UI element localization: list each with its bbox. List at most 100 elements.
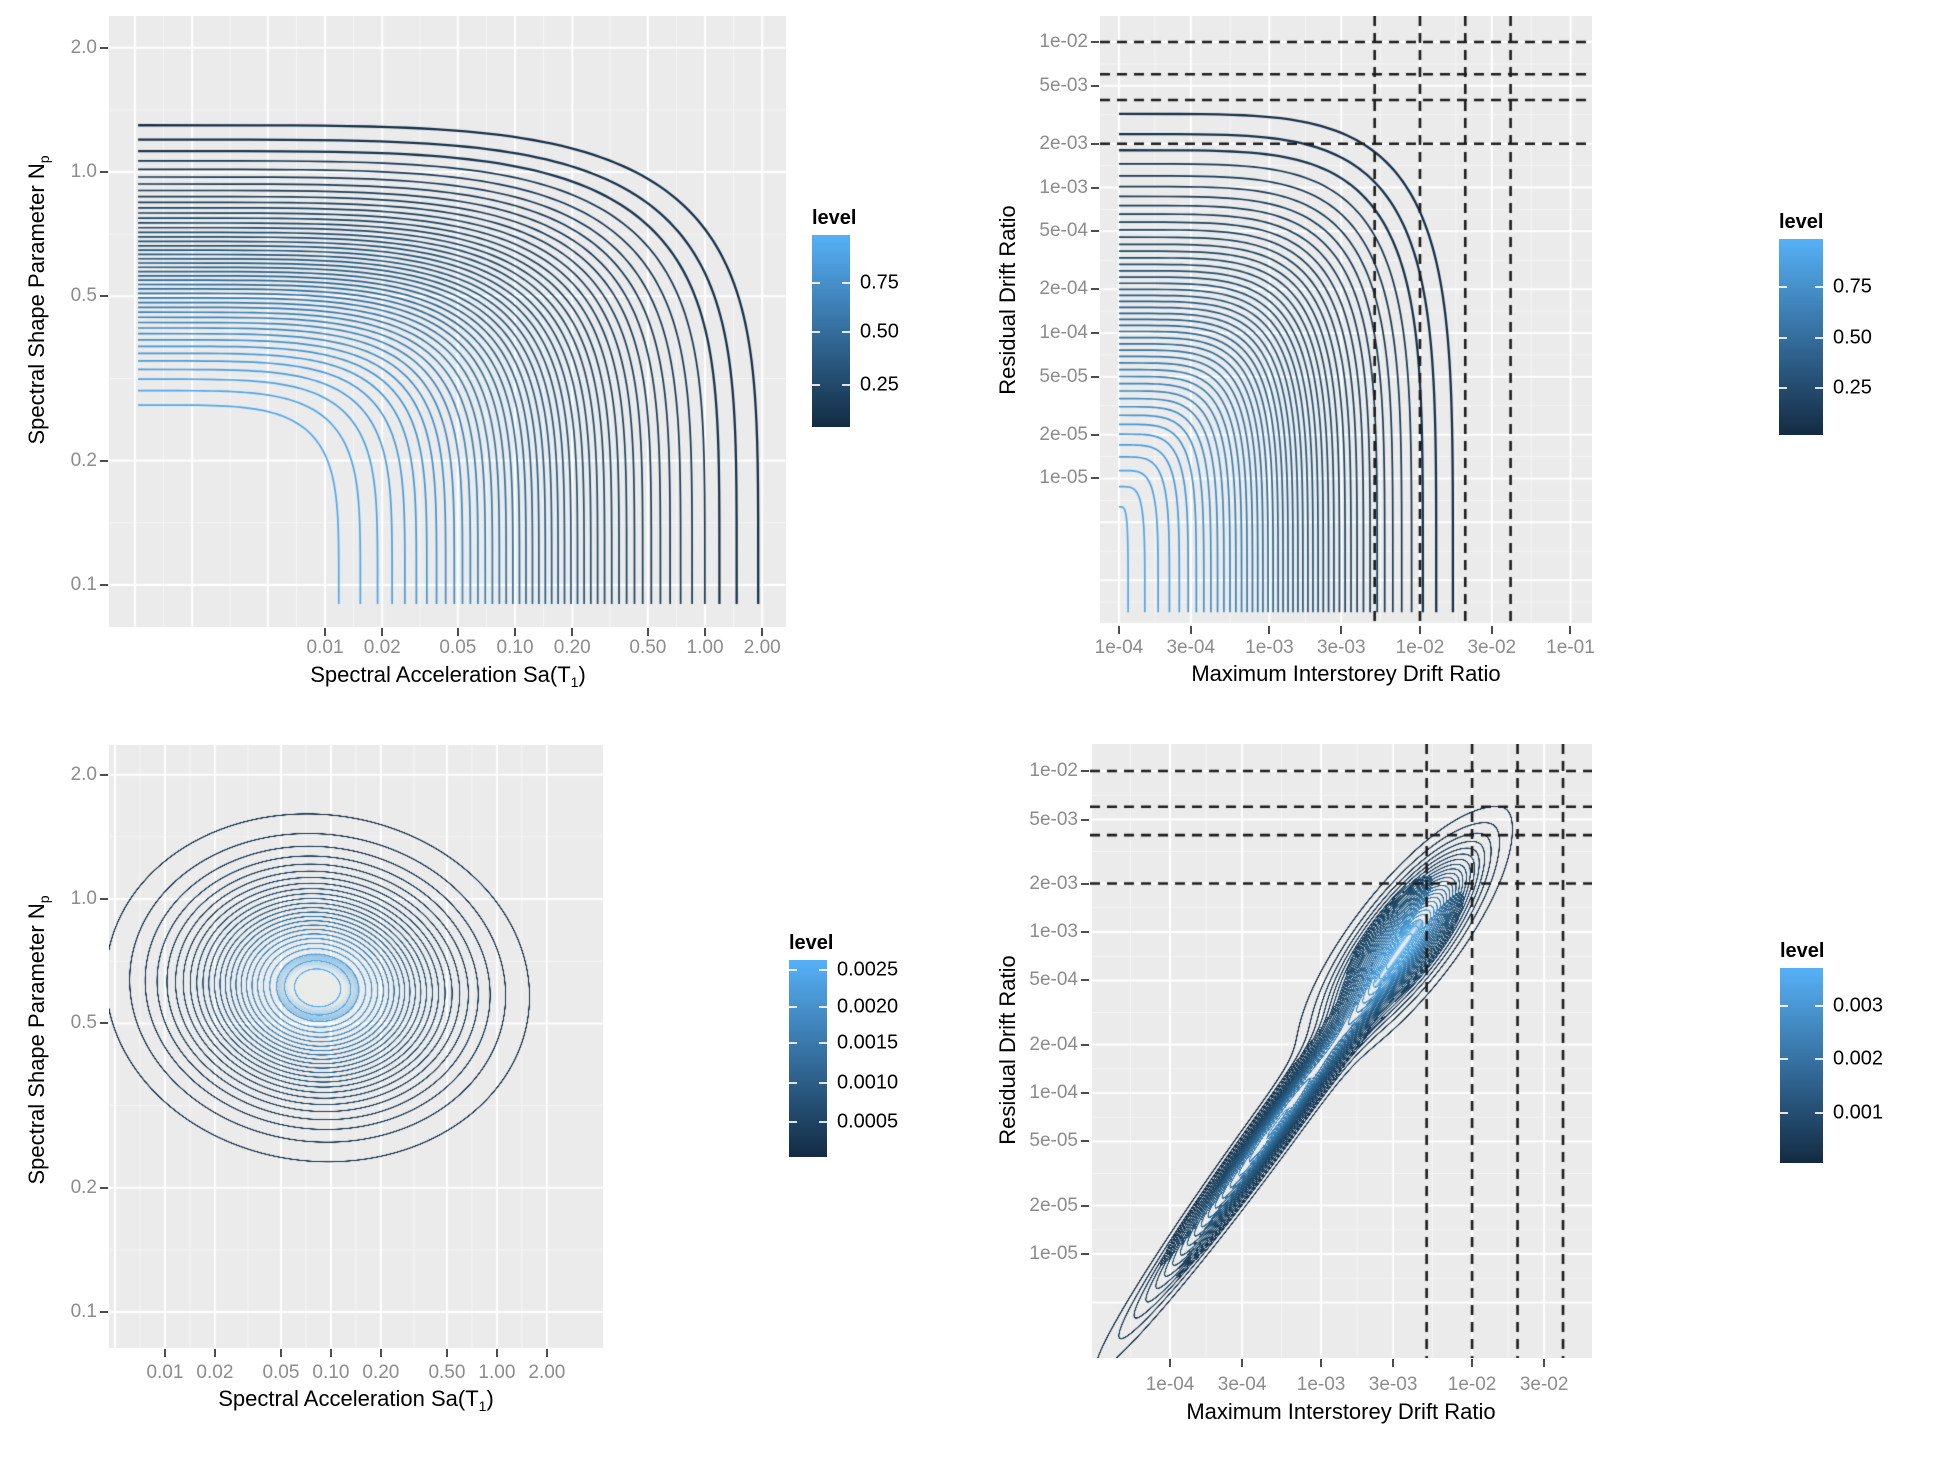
y-tick-label: 1e-03	[1039, 176, 1088, 198]
y-tick-mark	[100, 773, 108, 776]
idr-rdr-exceedance-x-axis-title: Maximum Interstorey Drift Ratio	[1191, 661, 1500, 687]
x-tick-mark	[324, 628, 327, 636]
title-text: Spectral Shape Parameter N	[23, 903, 49, 1185]
idr-rdr-exceedance-legend-title: level	[1779, 211, 1824, 233]
y-tick-label: 5e-03	[1029, 808, 1078, 830]
y-tick-label: 1.0	[70, 888, 97, 910]
legend-tick-mark	[1779, 336, 1787, 339]
x-tick-label: 0.02	[196, 1362, 234, 1383]
x-tick-label: 1e-04	[1145, 1374, 1195, 1395]
x-tick-label: 0.05	[439, 637, 477, 658]
sa-np-exceedance-x-axis-title: Spectral Acceleration Sa(T1)	[310, 662, 586, 690]
y-tick-mark	[1091, 142, 1099, 145]
y-tick-label: 5e-03	[1039, 74, 1088, 96]
legend-label: 0.0015	[837, 1031, 899, 1054]
idr-rdr-exceedance-canvas	[1100, 16, 1592, 625]
legend-tick-mark	[819, 969, 827, 972]
x-tick-mark	[1392, 1359, 1395, 1367]
y-tick-label: 0.2	[70, 449, 97, 471]
x-tick-label: 1e-02	[1395, 637, 1445, 658]
x-tick-label: 1.00	[478, 1362, 516, 1383]
y-tick-mark	[100, 1022, 108, 1025]
idr-rdr-density-legend-colorbar	[1780, 968, 1823, 1163]
y-tick-label: 0.1	[70, 573, 97, 595]
legend-tick-mark	[789, 1081, 797, 1084]
legend-tick-mark	[842, 282, 850, 284]
x-tick-mark	[279, 1349, 282, 1357]
y-tick-label: 1e-04	[1039, 322, 1088, 343]
x-tick-mark	[1418, 626, 1421, 634]
title-text: Spectral Acceleration Sa(T	[218, 1385, 479, 1411]
x-tick-mark	[646, 628, 649, 636]
y-tick-label: 2e-05	[1029, 1194, 1078, 1216]
x-tick-mark	[329, 1349, 332, 1357]
x-tick-mark	[1543, 1359, 1546, 1367]
y-tick-label: 1e-02	[1039, 31, 1088, 53]
y-tick-label: 2e-04	[1029, 1033, 1078, 1055]
y-tick-mark	[1081, 1253, 1089, 1255]
x-tick-label: 1e-04	[1094, 637, 1144, 658]
legend-tick-mark	[812, 330, 820, 333]
sa-np-density-x-axis-title: Spectral Acceleration Sa(T1)	[218, 1386, 494, 1414]
x-tick-label: 2.00	[743, 637, 781, 658]
x-tick-label: 1e-03	[1296, 1374, 1346, 1395]
x-tick-mark	[704, 628, 707, 636]
x-tick-mark	[1117, 626, 1120, 634]
y-tick-label: 2e-05	[1039, 423, 1088, 445]
y-tick-label: 1.0	[70, 161, 97, 183]
legend-tick-mark	[1780, 1005, 1788, 1008]
y-tick-mark	[100, 1311, 108, 1314]
y-tick-mark	[100, 171, 108, 174]
legend-tick-mark	[819, 1120, 827, 1123]
sa-np-exceedance-y-axis-title: Spectral Shape Parameter Np	[24, 155, 52, 444]
x-tick-label: 3e-02	[1519, 1374, 1569, 1395]
y-tick-label: 1e-04	[1029, 1082, 1078, 1104]
legend-label: 0.75	[1833, 275, 1872, 298]
legend-tick-mark	[1780, 1112, 1788, 1115]
legend-label: 0.75	[860, 271, 899, 294]
legend-tick-mark	[842, 383, 850, 386]
x-tick-label: 0.10	[312, 1362, 350, 1383]
title-text: Maximum Interstorey Drift Ratio	[1186, 1399, 1496, 1424]
y-tick-mark	[100, 295, 108, 298]
legend-label: 0.002	[1833, 1047, 1884, 1070]
x-tick-mark	[1471, 1359, 1474, 1367]
y-tick-mark	[100, 1186, 108, 1189]
x-tick-label: 1e-01	[1546, 637, 1595, 658]
idr-rdr-density-y-axis-title: Residual Drift Ratio	[995, 955, 1021, 1145]
x-tick-mark	[379, 1349, 382, 1357]
y-tick-mark	[100, 583, 108, 586]
y-tick-mark	[1091, 375, 1099, 378]
y-tick-mark	[1081, 818, 1089, 821]
legend-tick-mark	[819, 1041, 827, 1044]
y-tick-mark	[1081, 1043, 1089, 1046]
legend-label: 0.25	[860, 373, 899, 396]
y-tick-label: 0.1	[70, 1301, 97, 1323]
x-tick-label: 1e-02	[1447, 1374, 1497, 1395]
y-tick-mark	[1091, 41, 1099, 44]
x-tick-label: 0.01	[306, 637, 344, 658]
legend-tick-mark	[1780, 1058, 1788, 1061]
sa-np-exceedance-legend-title: level	[812, 207, 857, 229]
title-subscript: p	[36, 155, 53, 164]
y-tick-label: 0.5	[70, 1012, 97, 1034]
y-tick-mark	[100, 46, 108, 49]
y-tick-label: 0.2	[70, 1176, 97, 1198]
idr-rdr-density-canvas	[1090, 744, 1592, 1358]
sa-np-density-canvas	[109, 745, 603, 1348]
x-tick-label: 3e-04	[1217, 1374, 1267, 1395]
title-text: Maximum Interstorey Drift Ratio	[1191, 661, 1501, 686]
x-tick-mark	[761, 628, 764, 636]
y-tick-mark	[1091, 288, 1099, 291]
y-tick-mark	[1081, 882, 1089, 885]
y-tick-label: 5e-05	[1039, 365, 1088, 387]
x-tick-mark	[1169, 1359, 1172, 1367]
legend-tick-mark	[1815, 1112, 1823, 1115]
legend-label: 0.0010	[837, 1071, 899, 1094]
x-tick-mark	[1241, 1359, 1244, 1367]
x-tick-mark	[1189, 626, 1192, 634]
sa-np-density-legend-title: level	[789, 932, 834, 954]
y-tick-mark	[1091, 477, 1099, 480]
title-text: )	[578, 661, 586, 687]
y-tick-label: 2e-03	[1039, 132, 1088, 154]
